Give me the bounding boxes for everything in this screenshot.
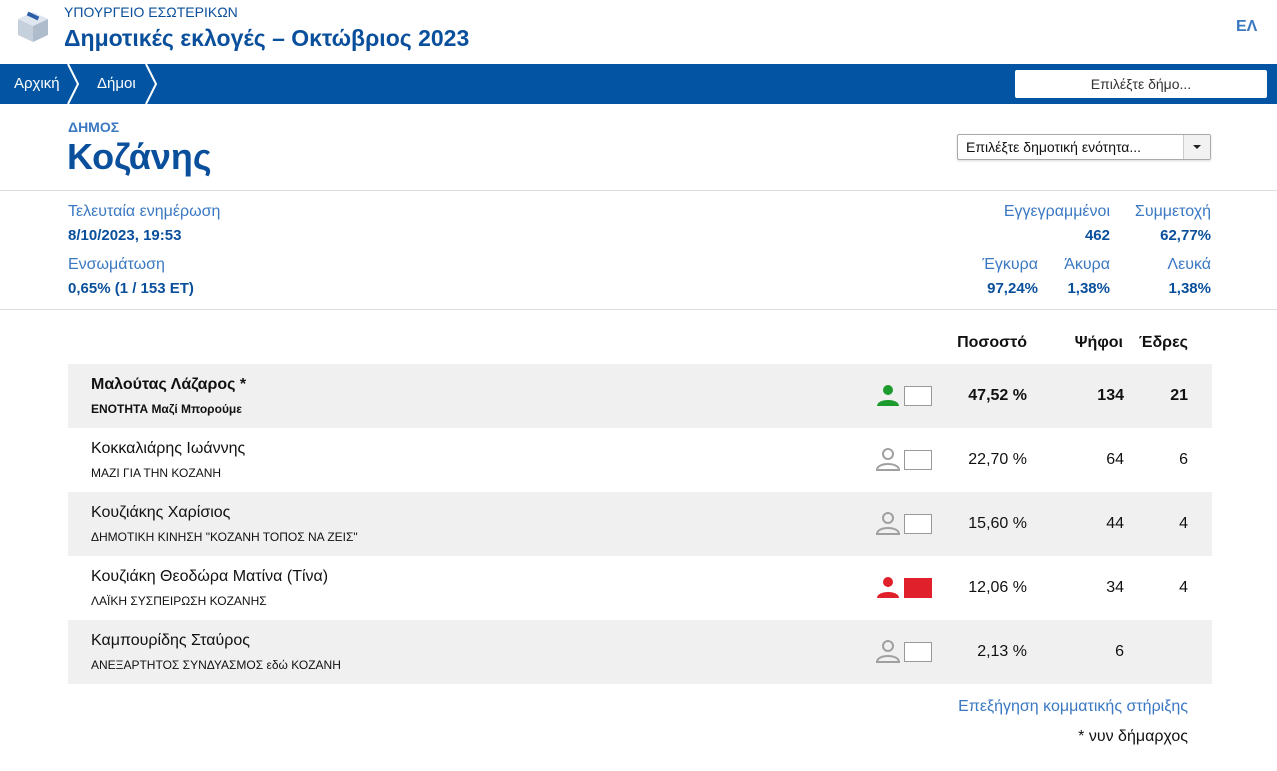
candidate-name: Κουζιάκης Χαρίσιος bbox=[91, 504, 231, 521]
stat-value: 62,77% bbox=[1160, 227, 1211, 244]
support-box bbox=[904, 578, 932, 598]
stat-value: 1,38% bbox=[1067, 280, 1110, 297]
stat-value: 8/10/2023, 19:53 bbox=[68, 227, 182, 244]
municipality-label: ΔΗΜΟΣ bbox=[68, 119, 120, 135]
stat-label: Έγκυρα bbox=[982, 256, 1038, 273]
stat-label: Συμμετοχή bbox=[1134, 203, 1211, 220]
icon-body bbox=[876, 655, 900, 663]
seats: 6 bbox=[1179, 451, 1188, 468]
seats: 21 bbox=[1170, 387, 1188, 404]
municipality-search[interactable]: Επιλέξτε δήμο... bbox=[1015, 70, 1267, 98]
stat-label: Λευκά bbox=[1167, 256, 1211, 273]
logo bbox=[18, 11, 48, 42]
stat-label: Τελευταία ενημέρωση bbox=[68, 203, 221, 220]
chevron bbox=[67, 64, 80, 104]
party-name: ΛΑΪΚΗ ΣΥΣΠΕΙΡΩΣΗ ΚΟΖΑΝΗΣ bbox=[91, 594, 267, 608]
stat-value: 0,65% (1 / 153 ΕΤ) bbox=[68, 280, 194, 297]
icon-head bbox=[882, 640, 894, 652]
dropdown-arrow bbox=[1193, 145, 1201, 149]
votes: 6 bbox=[1115, 643, 1124, 660]
party-name: ΑΝΕΞΑΡΤΗΤΟΣ ΣΥΝΔΥΑΣΜΟΣ εδώ ΚΟΖΑΝΗ bbox=[91, 658, 341, 672]
support-box bbox=[904, 514, 932, 534]
candidate-icon bbox=[876, 512, 900, 535]
votes: 134 bbox=[1097, 387, 1124, 404]
icon-head bbox=[883, 577, 893, 587]
icon-body bbox=[877, 400, 899, 406]
candidate-icon bbox=[876, 448, 900, 471]
percent: 22,70 % bbox=[968, 451, 1027, 468]
stat-value: 1,38% bbox=[1168, 280, 1211, 297]
party-name: ΔΗΜΟΤΙΚΗ ΚΙΝΗΣΗ "ΚΟΖΑΝΗ ΤΟΠΟΣ ΝΑ ΖΕΙΣ" bbox=[91, 530, 358, 544]
support-box bbox=[904, 450, 932, 470]
divider bbox=[0, 309, 1277, 310]
unit-select-text: Επιλέξτε δημοτική ενότητα... bbox=[966, 139, 1142, 155]
unit-select[interactable]: Επιλέξτε δημοτική ενότητα... bbox=[957, 134, 1211, 160]
result-row[interactable]: Κοκκαλιάρης Ιωάννης ΜΑΖΙ ΓΙΑ ΤΗΝ ΚΟΖΑΝΗ 22… bbox=[68, 428, 1212, 492]
result-row[interactable]: Μαλούτας Λάζαρος * ΕΝΟΤΗΤΑ Μαζί Μπορούμε 4… bbox=[68, 364, 1212, 428]
municipality-name: Κοζάνης bbox=[67, 136, 212, 177]
seats: 4 bbox=[1179, 515, 1188, 532]
seats: 4 bbox=[1179, 579, 1188, 596]
stat-value: 462 bbox=[1084, 227, 1110, 244]
result-row[interactable]: Καμπουρίδης Σταύρος ΑΝΕΞΑΡΤΗΤΟΣ ΣΥΝΔΥΑΣΜΟ… bbox=[68, 620, 1212, 684]
icon-head bbox=[882, 512, 894, 524]
party-name: ΕΝΟΤΗΤΑ Μαζί Μπορούμε bbox=[91, 402, 242, 416]
icon-body bbox=[877, 592, 899, 598]
stat-value: 97,24% bbox=[987, 280, 1038, 297]
site-title: Δημοτικές εκλογές – Οκτώβριος 2023 bbox=[64, 25, 470, 51]
candidate-name: Μαλούτας Λάζαρος * bbox=[91, 376, 247, 393]
percent: 12,06 % bbox=[968, 579, 1027, 596]
language-switch[interactable]: ΕΛ bbox=[1236, 18, 1258, 35]
party-name: ΜΑΖΙ ΓΙΑ ΤΗΝ ΚΟΖΑΝΗ bbox=[91, 466, 222, 480]
divider bbox=[0, 190, 1277, 191]
column-header: Ψήφοι bbox=[1074, 334, 1123, 351]
stat-label: Ενσωμάτωση bbox=[68, 256, 165, 273]
percent: 47,52 % bbox=[968, 387, 1027, 404]
candidate-name: Κουζιάκη Θεοδώρα Ματίνα (Τίνα) bbox=[91, 568, 329, 585]
candidate-name: Κοκκαλιάρης Ιωάννης bbox=[91, 440, 246, 457]
column-header: Έδρες bbox=[1138, 334, 1188, 351]
icon-head bbox=[882, 448, 894, 460]
candidate-name: Καμπουρίδης Σταύρος bbox=[91, 632, 250, 649]
ministry: ΥΠΟΥΡΓΕΙΟ ΕΣΩΤΕΡΙΚΩΝ bbox=[64, 4, 238, 20]
support-box bbox=[904, 386, 932, 406]
icon-head bbox=[883, 385, 893, 395]
dropdown-button[interactable] bbox=[1183, 135, 1210, 159]
support-box bbox=[904, 642, 932, 662]
percent: 2,13 % bbox=[977, 643, 1027, 660]
percent: 15,60 % bbox=[968, 515, 1027, 532]
breadcrumb[interactable]: Δήμοι bbox=[97, 75, 136, 92]
votes: 44 bbox=[1106, 515, 1124, 532]
support-link[interactable]: Επεξήγηση κομματικής στήριξης bbox=[958, 698, 1188, 715]
breadcrumb[interactable]: Αρχική bbox=[14, 75, 60, 92]
icon-body bbox=[876, 527, 900, 535]
footnote: * νυν δήμαρχος bbox=[1078, 728, 1188, 745]
candidate-icon bbox=[877, 577, 899, 598]
votes: 64 bbox=[1106, 451, 1124, 468]
chevron bbox=[145, 64, 158, 104]
stat-label: Εγγεγραμμένοι bbox=[1003, 203, 1110, 220]
result-row[interactable]: Κουζιάκη Θεοδώρα Ματίνα (Τίνα) ΛΑΪΚΗ ΣΥΣΠ… bbox=[68, 556, 1212, 620]
icon-body bbox=[876, 463, 900, 471]
nav-bar: Αρχική Δήμοι Επιλέξτε δήμο... bbox=[0, 64, 1277, 104]
candidate-icon bbox=[876, 640, 900, 663]
votes: 34 bbox=[1106, 579, 1124, 596]
candidate-icon bbox=[877, 385, 899, 406]
column-header: Ποσοστό bbox=[957, 334, 1027, 351]
result-row[interactable]: Κουζιάκης Χαρίσιος ΔΗΜΟΤΙΚΗ ΚΙΝΗΣΗ "ΚΟΖΑΝ… bbox=[68, 492, 1212, 556]
stat-label: Άκυρα bbox=[1064, 256, 1110, 273]
